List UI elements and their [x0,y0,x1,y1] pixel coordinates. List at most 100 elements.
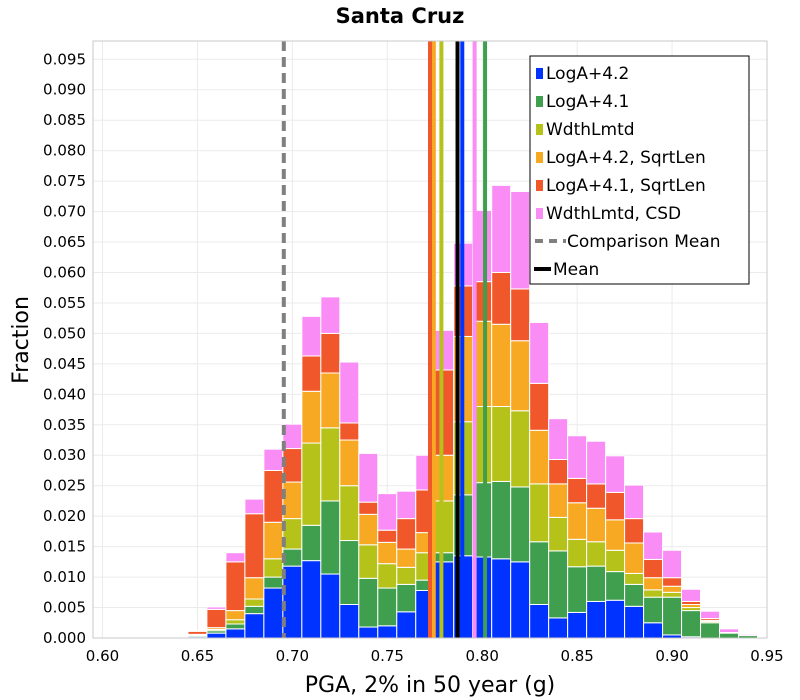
bar-segment [491,323,512,408]
bar-segment [529,429,550,485]
bar-segment [301,560,322,639]
legend-label: WdthLmtd, CSD [546,204,681,224]
bar-segment [738,633,759,637]
bar-segment [244,577,265,600]
bar-segment [358,626,379,639]
x-tick-label: 0.75 [371,647,404,665]
bar-segment [358,513,379,546]
bar-segment [624,542,645,574]
bar-segment [529,541,550,605]
bar-segment [662,549,683,579]
bar-segment [206,606,227,610]
bar-segment [225,628,246,639]
bar-segment [662,591,683,598]
bar-segment [377,529,398,543]
y-tick-label: 0.030 [43,446,86,464]
bar-segment [605,455,626,493]
legend-swatch [536,180,543,191]
bar-segment [548,459,569,485]
bar-segment [320,573,341,639]
y-tick-label: 0.050 [43,324,86,342]
bar-segment [434,454,455,502]
bar-segment [434,552,455,563]
bar-segment [396,548,417,568]
x-tick-label: 0.65 [181,647,214,665]
bar-segment [567,538,588,568]
legend: LogA+4.2 LogA+4.1 WdthLmtd LogA+4.2, SqrtLe… [529,55,750,285]
bar-segment [396,490,417,520]
bar-segment [263,558,284,578]
bar-segment [662,577,683,587]
bar-segment [510,340,531,412]
bar-segment [700,610,721,620]
bar-segment [320,372,341,429]
bar-segment [510,486,531,563]
bar-segment [719,632,740,639]
bar-segment [643,596,664,624]
bar-segment [225,623,246,630]
bar-segment [662,596,683,636]
y-tick-label: 0.085 [43,111,86,129]
y-axis-label: Fraction [9,296,34,384]
bar-segment [339,603,360,639]
y-tick-label: 0.005 [43,599,86,617]
bar-segment [434,561,455,639]
bar-segment [491,480,512,560]
x-axis-label: PGA, 2% in 50 year (g) [305,673,556,698]
bar-segment [358,577,379,628]
bar-segment [567,435,588,479]
bar-segment [491,406,512,482]
bar-segment [529,382,550,431]
bar-segment [225,561,246,612]
bar-segment [225,610,246,621]
y-tick-label: 0.080 [43,142,86,160]
bar-segment [605,599,626,639]
bar-segment [491,184,512,273]
y-tick-label: 0.060 [43,263,86,281]
y-tick-label: 0.040 [43,385,86,403]
bar-segment [510,190,531,290]
bar-segment [643,558,664,579]
bar-segment [377,541,398,565]
bar-segment [187,630,208,632]
bar-segment [548,418,569,461]
y-tick-label: 0.070 [43,203,86,221]
bar-segment [358,501,379,515]
legend-swatch [536,96,543,107]
y-tick-label: 0.090 [43,81,86,99]
bar-segment [301,524,322,562]
bar-segment [605,549,626,573]
bar-segment [700,622,721,639]
bar-segment [301,390,322,444]
bar-segment [339,361,360,424]
bar-segment [510,561,531,639]
bar-segment [358,452,379,503]
bar-segment [681,610,702,638]
bar-segment [643,577,664,591]
bar-segment [529,483,550,543]
bar-segment [567,502,588,540]
x-tick-label: 0.80 [466,647,499,665]
x-tick-label: 0.60 [86,647,119,665]
x-tick-label: 0.90 [655,647,688,665]
y-tick-label: 0.045 [43,355,86,373]
bar-segment [681,588,702,602]
x-tick-label: 0.70 [276,647,309,665]
bar-segment [548,617,569,639]
legend-box [529,55,750,285]
bar-segment [624,572,645,585]
legend-swatch [536,208,543,219]
bar-segment [434,329,455,371]
bar-segment [225,619,246,625]
bar-segment [339,422,360,441]
bar-segment [586,507,607,543]
bar-segment [510,288,531,342]
y-tick-label: 0.035 [43,416,86,434]
bar-segment [377,563,398,589]
legend-label: LogA+4.1 [546,92,629,112]
bar-segment [339,540,360,605]
bar-segment [320,500,341,575]
bar-segment [244,605,265,615]
bar-segment [624,583,645,607]
bar-segment [244,513,265,579]
